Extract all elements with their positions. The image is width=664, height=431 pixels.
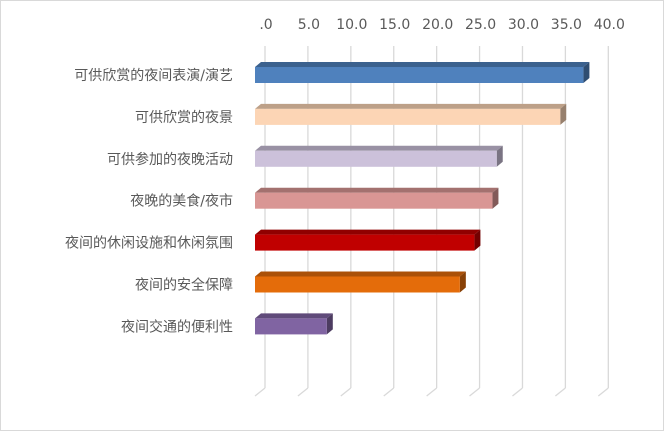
tick-label: 10.0 [336,17,367,33]
bar-front-face [255,276,460,293]
bar [255,145,503,167]
gridline-floor [469,387,480,397]
gridline-floor [297,387,309,397]
tick-label: 5.0 [298,17,320,33]
bar [255,103,567,125]
gridline-floor [340,387,352,397]
bar-top-face [255,271,466,277]
bar-top-face [255,62,590,67]
bar-side-face [474,229,481,251]
bar [255,62,590,83]
bar [255,313,333,335]
tick-label: 30.0 [508,17,539,33]
gridline-floor [597,387,609,397]
category-label: 夜晚的美食/夜市 [130,193,233,210]
bar-front-face [255,150,497,167]
tick-label: 35.0 [551,17,582,33]
tick-label: 15.0 [379,17,410,33]
bar-side-face [459,271,466,293]
bar-side-face [560,103,567,125]
bar-front-face [255,67,584,83]
bar-front-face [255,234,475,251]
category-label: 夜间的休闲设施和休闲氛围 [65,236,233,252]
bar-side-face [583,62,590,83]
tick-label: 25.0 [465,17,496,33]
bar-side-face [496,145,503,167]
bar [255,271,466,293]
bar-front-face [255,318,327,335]
bar-top-face [255,145,503,151]
category-label: 可供参加的夜晚活动 [107,151,233,168]
category-label: 夜间交通的便利性 [121,318,233,335]
category-label: 可供欣赏的夜景 [135,110,233,126]
bar-top-face [255,103,567,109]
gridline-floor [254,387,266,397]
gridline-floor [554,387,566,397]
bar [255,229,481,251]
gridline-floor [426,387,438,397]
bar-top-face [255,187,499,193]
bar-side-face [326,313,333,335]
bar-front-face [255,108,561,125]
category-label: 可供欣赏的夜间表演/演艺 [74,68,233,84]
bar-front-face [255,192,493,209]
tick-label: 20.0 [422,17,453,33]
gridline-floor [383,387,395,397]
bar-top-face [255,229,481,235]
bar-side-face [492,187,499,209]
bar-top-face [255,313,333,319]
gridline-floor [512,387,523,397]
tick-label: 40.0 [594,17,625,33]
bar [255,187,499,209]
category-label: 夜间的安全保障 [135,277,233,294]
tick-label: .0 [259,17,272,33]
